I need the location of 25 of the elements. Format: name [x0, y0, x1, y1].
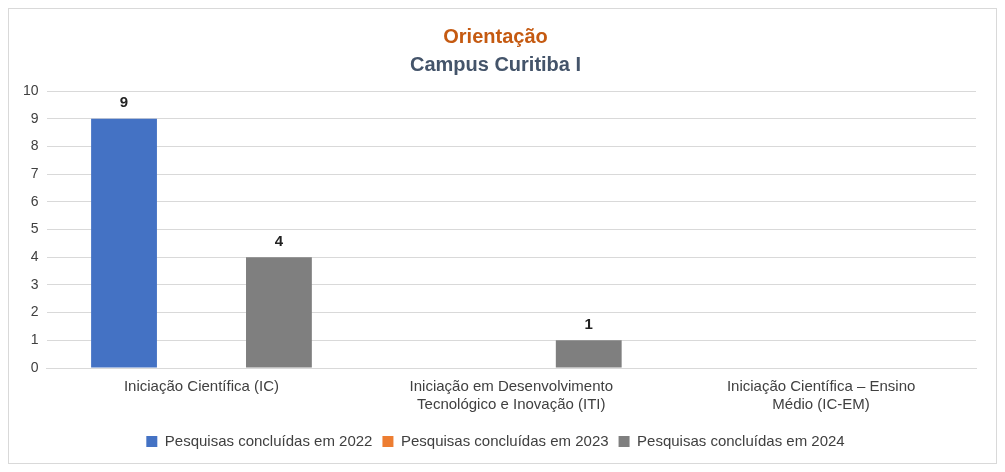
y-tick-label: 7	[30, 164, 39, 181]
data-label: 9	[119, 93, 129, 111]
y-tick-label: 10	[22, 81, 39, 98]
y-tick-label: 6	[30, 192, 39, 209]
y-tick-label: 9	[30, 109, 39, 126]
bar	[246, 257, 312, 368]
data-label: 1	[584, 314, 593, 332]
bar	[91, 118, 157, 368]
legend-label: Pesquisas concluídas em 2024	[637, 431, 845, 449]
y-tick-label: 5	[30, 220, 39, 237]
data-label: 4	[274, 231, 284, 249]
chart-subtitle: Campus Curitiba I	[409, 52, 582, 75]
y-tick-label: 8	[30, 137, 39, 154]
x-tick-label: Iniciação Científica – Ensino Médio (IC-EM)	[726, 377, 916, 413]
chart-title: Orientação	[443, 24, 548, 47]
x-tick-label: Iniciação em Desenvolvimento Tecnológico e Inovação (ITI)	[409, 377, 613, 413]
y-tick-label: 4	[30, 248, 39, 265]
y-tick-label: 1	[30, 331, 39, 348]
legend-label: Pesquisas concluídas em 2023	[400, 431, 609, 449]
bar	[555, 340, 622, 368]
y-tick-label: 2	[30, 303, 39, 320]
y-tick-label: 3	[30, 275, 39, 292]
y-tick-label: 0	[30, 358, 39, 375]
legend-label: Pesquisas concluídas em 2022	[164, 431, 373, 449]
x-tick-label: Iniciação Científica (IC)	[123, 377, 280, 395]
